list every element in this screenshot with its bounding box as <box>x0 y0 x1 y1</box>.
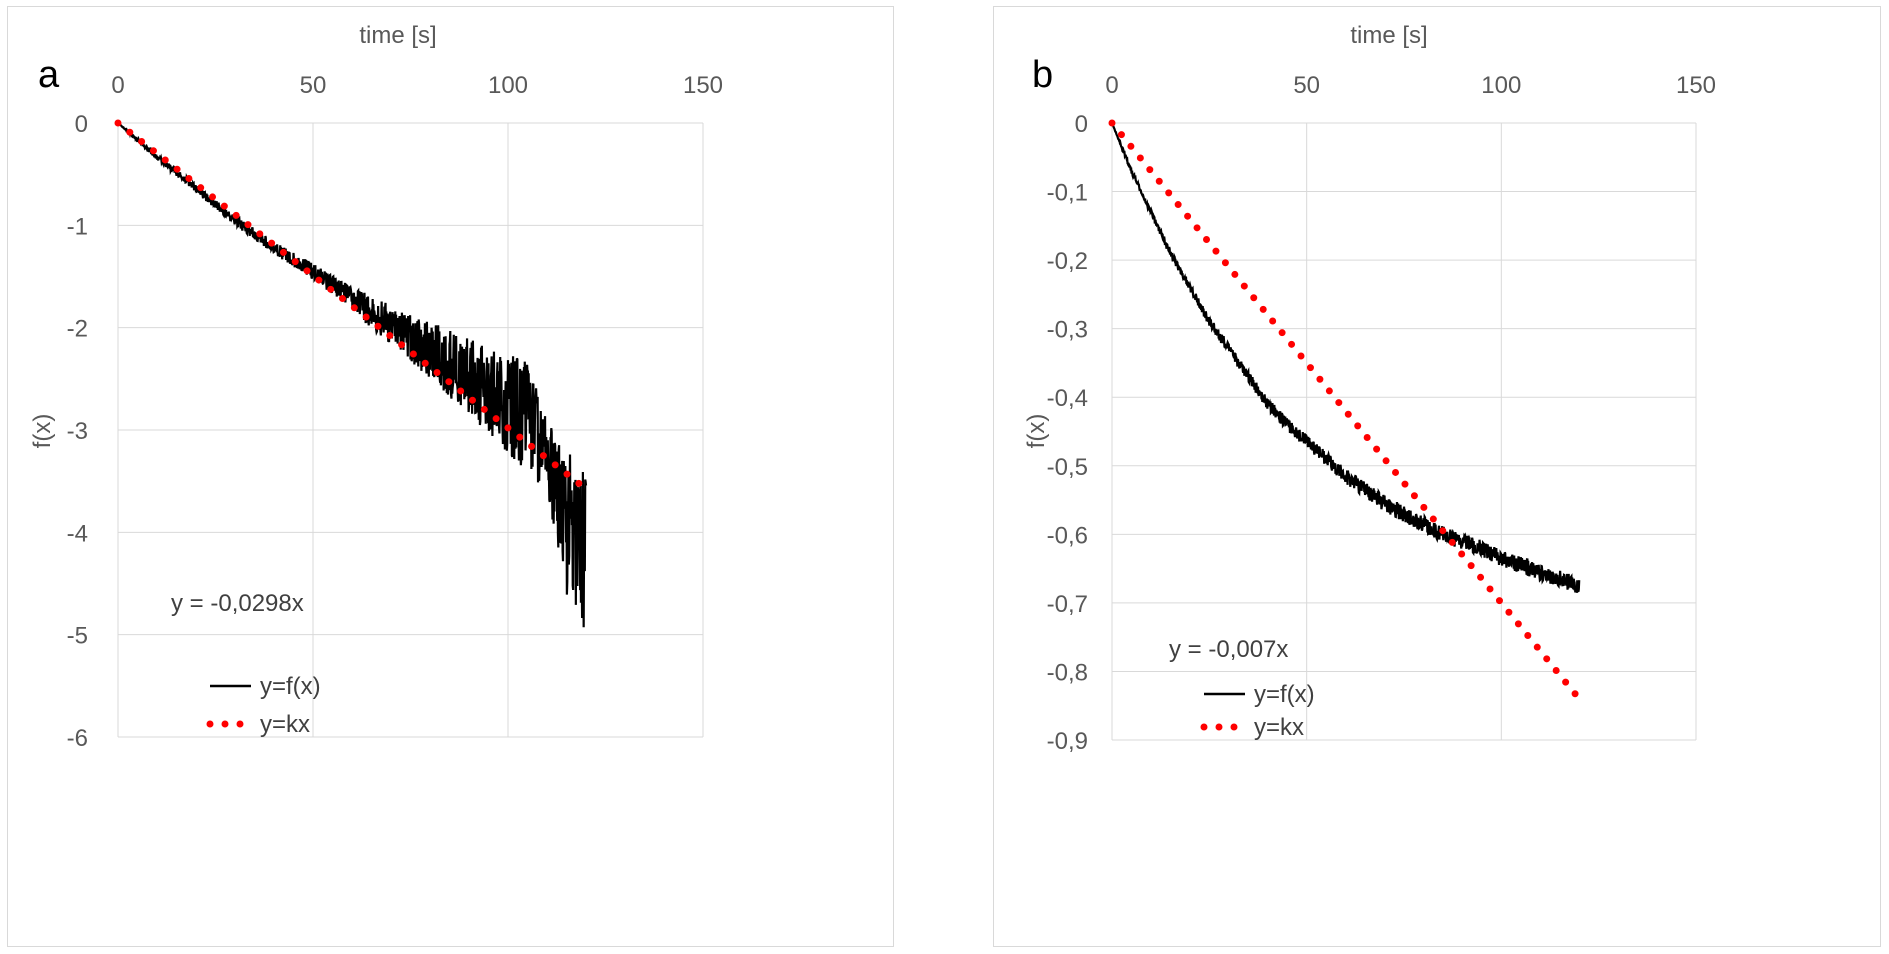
y-tick-label: 0 <box>75 111 88 138</box>
x-tick-label: 0 <box>111 72 124 99</box>
legend-fx-label: y=f(x) <box>1254 681 1315 708</box>
x-tick-label: 100 <box>488 72 528 99</box>
series-kx-line <box>1108 119 1583 703</box>
y-tick-label: -3 <box>67 418 88 445</box>
x-tick-label: 50 <box>1293 72 1320 99</box>
legend-fx-label: y=f(x) <box>260 673 321 700</box>
x-tick-label: 150 <box>1676 72 1716 99</box>
x-tick-label: 0 <box>1105 72 1118 99</box>
y-tick-label: -0,3 <box>1047 317 1088 344</box>
chart-b-svg: 0 50 100 150 0 -0,1 -0,2 -0,3 -0,4 -0,5 -0,6 -0,7 -0… <box>1023 22 1716 755</box>
x-axis-title: time [s] <box>1350 22 1427 49</box>
legend-kx-label: y=kx <box>260 711 310 738</box>
trendline-equation: y = -0,007x <box>1169 636 1288 663</box>
chart-panel-b: 0 50 100 150 0 -0,1 -0,2 -0,3 -0,4 -0,5 -0,6 -0,7 -0… <box>993 6 1881 947</box>
y-tick-label: -2 <box>67 316 88 343</box>
y-axis-title: f(x) <box>29 414 56 449</box>
panel-label: a <box>38 54 60 96</box>
series-fx-line <box>117 122 588 628</box>
y-tick-label: -0,2 <box>1047 248 1088 275</box>
x-tick-label: 50 <box>300 72 327 99</box>
x-tick-label: 100 <box>1481 72 1521 99</box>
x-tick-label: 150 <box>683 72 723 99</box>
y-tick-label: 0 <box>1075 111 1088 138</box>
y-tick-label: -1 <box>67 213 88 240</box>
y-tick-label: -0,1 <box>1047 180 1088 207</box>
y-tick-label: -6 <box>67 725 88 752</box>
y-tick-label: -0,5 <box>1047 454 1088 481</box>
chart-panel-a: 0 50 100 150 0 -1 -2 -3 -4 -5 -6 time [s] f(x) a y = -… <box>7 6 894 947</box>
y-tick-label: -0,4 <box>1047 385 1088 412</box>
trendline-equation: y = -0,0298x <box>171 590 304 617</box>
y-tick-label: -5 <box>67 623 88 650</box>
legend-kx-label: y=kx <box>1254 714 1304 741</box>
x-axis-title: time [s] <box>359 22 436 49</box>
y-tick-label: -0,6 <box>1047 522 1088 549</box>
series-kx-line <box>114 119 590 493</box>
y-tick-label: -0,8 <box>1047 659 1088 686</box>
y-tick-label: -4 <box>67 520 88 547</box>
chart-a-svg: 0 50 100 150 0 -1 -2 -3 -4 -5 -6 time [s] f(x) a y = -… <box>29 22 723 752</box>
y-tick-label: -0,7 <box>1047 591 1088 618</box>
y-tick-label: -0,9 <box>1047 728 1088 755</box>
panel-label: b <box>1032 54 1053 96</box>
series-fx-line <box>1110 122 1581 593</box>
y-axis-title: f(x) <box>1023 414 1050 449</box>
